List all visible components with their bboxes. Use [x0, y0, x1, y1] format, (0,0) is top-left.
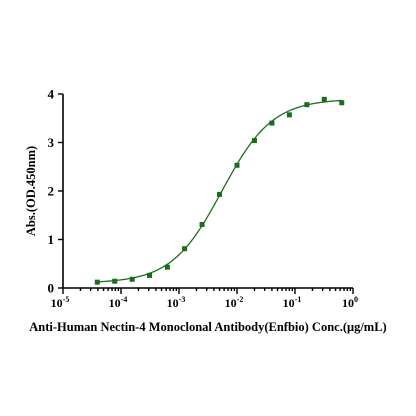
data-point	[164, 264, 170, 270]
x-tick-label: 10-3	[167, 295, 186, 310]
x-axis-title: Anti-Human Nectin-4 Monoclonal Antibody(…	[29, 320, 386, 334]
data-point	[304, 102, 310, 108]
data-point	[251, 138, 257, 144]
x-tick-label: 10-5	[51, 295, 70, 310]
y-tick-label: 1	[48, 232, 55, 247]
x-tick-base: 10	[283, 296, 295, 310]
data-point	[94, 279, 100, 285]
data-point	[199, 221, 205, 227]
y-tick-label: 4	[48, 87, 55, 102]
data-point	[321, 96, 327, 102]
data-point	[339, 100, 345, 106]
y-tick-label: 2	[48, 184, 55, 199]
y-axis: 0 1 2 3 4	[48, 87, 64, 296]
data-point	[146, 272, 152, 278]
x-tick-label: 10-1	[283, 295, 302, 310]
data-point	[286, 112, 292, 118]
y-axis-title: Abs.(OD.450nm)	[24, 146, 38, 236]
data-point	[217, 191, 223, 197]
data-points	[94, 96, 345, 285]
x-tick-base: 10	[51, 296, 63, 310]
x-tick-base: 10	[167, 296, 179, 310]
data-point	[234, 162, 240, 168]
x-ticks: 10-5 10-4 10-3 10-2 10-1 100	[51, 288, 358, 310]
x-tick-label: 100	[342, 295, 358, 310]
data-point	[182, 246, 188, 252]
x-tick-base: 10	[342, 296, 354, 310]
fit-curve	[97, 99, 342, 283]
x-tick-exponent: -5	[63, 295, 70, 304]
x-tick-exponent: -4	[121, 295, 128, 304]
x-tick-exponent: -1	[295, 295, 302, 304]
y-tick-label: 3	[48, 135, 55, 150]
y-ticks: 0 1 2 3 4	[48, 87, 63, 296]
x-tick-label: 10-2	[225, 295, 244, 310]
x-tick-exponent: -3	[179, 295, 186, 304]
y-tick-label: 0	[48, 281, 55, 296]
x-tick-base: 10	[109, 296, 121, 310]
x-tick-base: 10	[225, 296, 237, 310]
data-point	[129, 276, 135, 282]
x-tick-exponent: 0	[354, 295, 358, 304]
x-tick-label: 10-4	[109, 295, 128, 310]
x-tick-exponent: -2	[237, 295, 244, 304]
data-point	[112, 278, 118, 284]
x-axis: 10-5 10-4 10-3 10-2 10-1 100	[51, 287, 358, 310]
data-point	[269, 120, 275, 126]
